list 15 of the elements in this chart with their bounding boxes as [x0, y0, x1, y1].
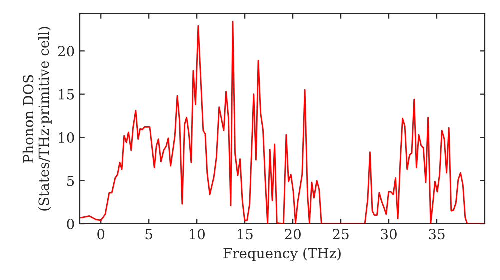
- y-axis-title: Phonon DOS (States/THz·primitive cell): [22, 27, 52, 211]
- x-tick-label: 25: [333, 229, 349, 240]
- x-tick-label: 5: [146, 229, 152, 240]
- y-tick-label: 0: [67, 218, 74, 230]
- y-tick-label: 10: [59, 132, 74, 144]
- x-tick-label: 20: [285, 229, 301, 240]
- x-tick-label: 35: [429, 229, 445, 240]
- x-axis-title: Frequency (THz): [224, 248, 341, 262]
- y-tick-label: 15: [59, 89, 74, 100]
- y-tick-label: 20: [58, 46, 74, 57]
- x-tick-label: 30: [381, 229, 397, 240]
- x-tick-label: 0: [98, 229, 105, 240]
- x-tick-label: 10: [190, 229, 205, 240]
- x-tick-label: 15: [238, 229, 253, 240]
- y-tick-label: 5: [67, 176, 74, 186]
